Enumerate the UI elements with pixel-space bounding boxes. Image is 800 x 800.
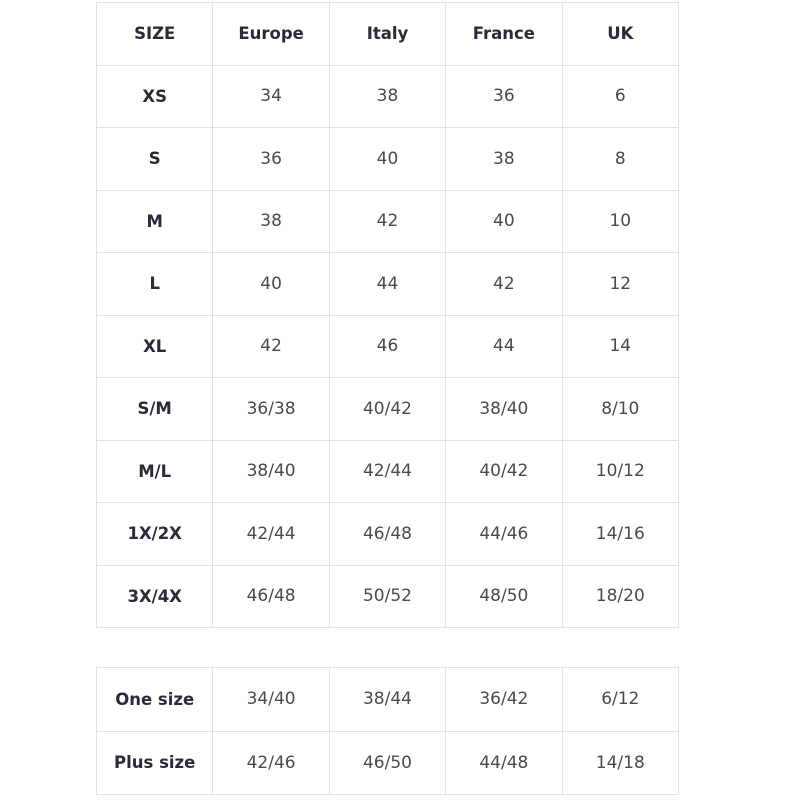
size-label-cell: Plus size <box>95 730 214 795</box>
size-label-cell: One size <box>95 667 214 732</box>
table-row: XS 34 38 36 6 <box>95 64 680 128</box>
size-value-cell: 44/48 <box>445 730 563 795</box>
size-value-cell: 42 <box>445 252 563 316</box>
size-value-cell: 14/16 <box>561 502 680 566</box>
size-label-cell: 3X/4X <box>95 564 214 628</box>
column-header: France <box>445 2 563 66</box>
table-row: M 38 42 40 10 <box>95 189 680 253</box>
size-value-cell: 44 <box>328 252 447 316</box>
size-value-cell: 8 <box>561 127 680 191</box>
column-header: SIZE <box>95 2 214 66</box>
size-value-cell: 40/42 <box>445 439 563 503</box>
column-header: Europe <box>212 2 330 66</box>
size-label-cell: S/M <box>95 377 214 441</box>
size-value-cell: 14/18 <box>561 730 680 795</box>
table-row: S 36 40 38 8 <box>95 127 680 191</box>
size-value-cell: 50/52 <box>328 564 447 628</box>
size-value-cell: 10/12 <box>561 439 680 503</box>
size-value-cell: 36/42 <box>445 667 563 732</box>
size-value-cell: 40 <box>328 127 447 191</box>
column-header: Italy <box>328 2 447 66</box>
column-header: UK <box>561 2 680 66</box>
size-value-cell: 38/44 <box>328 667 447 732</box>
table-row: 1X/2X 42/44 46/48 44/46 14/16 <box>95 502 680 566</box>
size-value-cell: 38/40 <box>445 377 563 441</box>
size-value-cell: 8/10 <box>561 377 680 441</box>
size-value-cell: 46/50 <box>328 730 447 795</box>
one-plus-size-table: One size 34/40 38/44 36/42 6/12 Plus size 42/4… <box>95 667 680 795</box>
size-value-cell: 34/40 <box>212 667 330 732</box>
size-chart-table: SIZE Europe Italy France UK XS 34 38 36 6 S 36 40 38 8… <box>95 2 680 628</box>
size-value-cell: 42 <box>212 314 330 378</box>
size-value-cell: 44 <box>445 314 563 378</box>
size-label-cell: XS <box>95 64 214 128</box>
table-row: 3X/4X 46/48 50/52 48/50 18/20 <box>95 564 680 628</box>
size-value-cell: 42/46 <box>212 730 330 795</box>
table-row: XL 42 46 44 14 <box>95 314 680 378</box>
size-label-cell: XL <box>95 314 214 378</box>
size-value-cell: 46 <box>328 314 447 378</box>
size-value-cell: 38/40 <box>212 439 330 503</box>
table-row: Plus size 42/46 46/50 44/48 14/18 <box>95 730 680 795</box>
size-value-cell: 38 <box>445 127 563 191</box>
size-value-cell: 18/20 <box>561 564 680 628</box>
size-value-cell: 48/50 <box>445 564 563 628</box>
size-value-cell: 40/42 <box>328 377 447 441</box>
table-row: S/M 36/38 40/42 38/40 8/10 <box>95 377 680 441</box>
size-value-cell: 46/48 <box>328 502 447 566</box>
size-value-cell: 46/48 <box>212 564 330 628</box>
size-value-cell: 38 <box>328 64 447 128</box>
size-value-cell: 14 <box>561 314 680 378</box>
size-value-cell: 42 <box>328 189 447 253</box>
size-value-cell: 12 <box>561 252 680 316</box>
size-value-cell: 42/44 <box>328 439 447 503</box>
size-value-cell: 6 <box>561 64 680 128</box>
header-row: SIZE Europe Italy France UK <box>95 2 680 66</box>
size-value-cell: 36 <box>212 127 330 191</box>
size-value-cell: 34 <box>212 64 330 128</box>
size-value-cell: 40 <box>212 252 330 316</box>
size-value-cell: 36/38 <box>212 377 330 441</box>
size-label-cell: M <box>95 189 214 253</box>
size-value-cell: 6/12 <box>561 667 680 732</box>
size-label-cell: S <box>95 127 214 191</box>
size-value-cell: 36 <box>445 64 563 128</box>
size-label-cell: 1X/2X <box>95 502 214 566</box>
size-value-cell: 40 <box>445 189 563 253</box>
size-value-cell: 42/44 <box>212 502 330 566</box>
size-label-cell: L <box>95 252 214 316</box>
table-row: L 40 44 42 12 <box>95 252 680 316</box>
size-label-cell: M/L <box>95 439 214 503</box>
table-row: One size 34/40 38/44 36/42 6/12 <box>95 667 680 732</box>
size-value-cell: 10 <box>561 189 680 253</box>
size-value-cell: 44/46 <box>445 502 563 566</box>
table-row: M/L 38/40 42/44 40/42 10/12 <box>95 439 680 503</box>
size-value-cell: 38 <box>212 189 330 253</box>
